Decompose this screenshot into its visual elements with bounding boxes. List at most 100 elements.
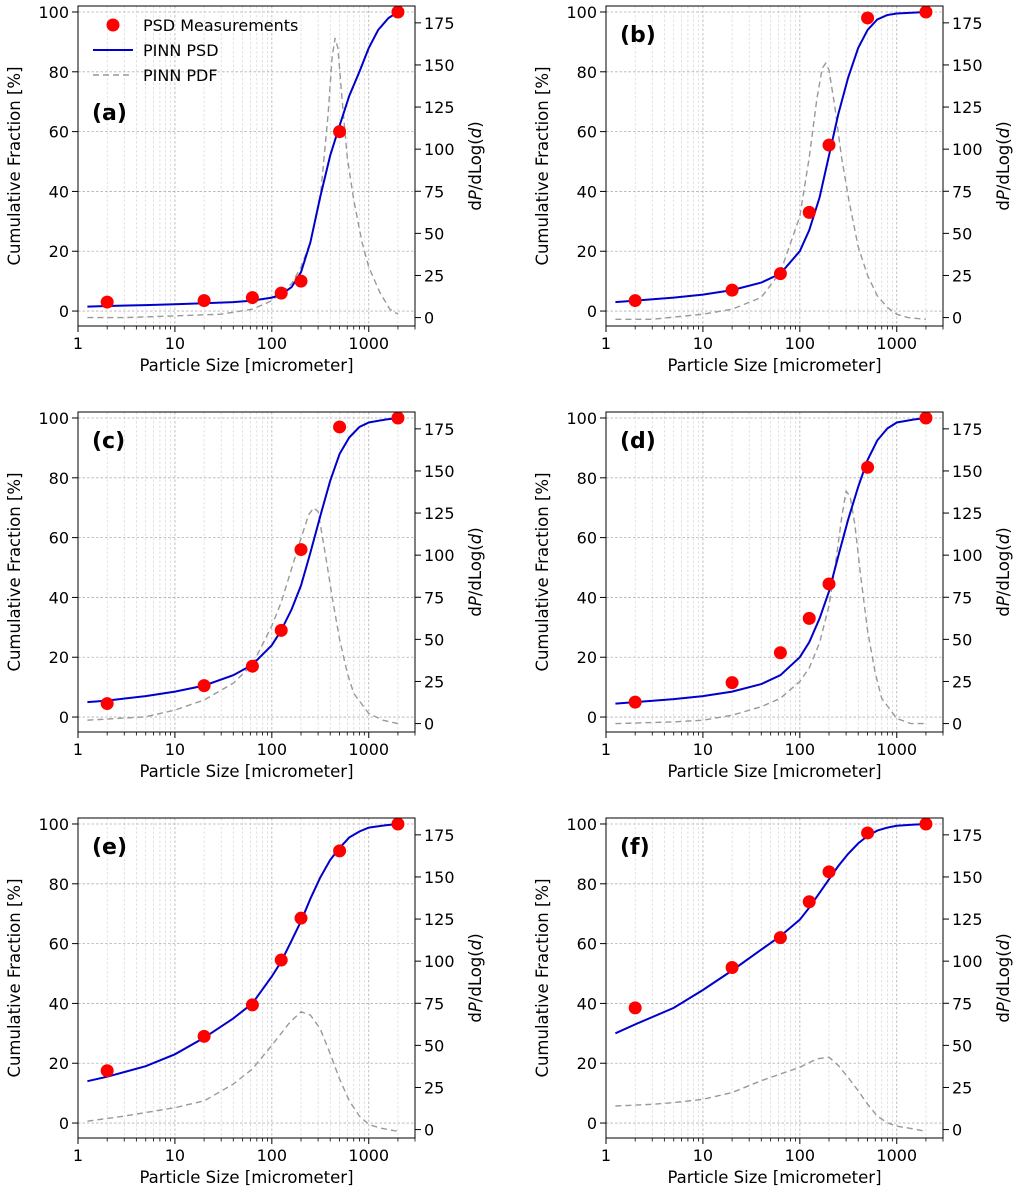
- measurement-point: [333, 844, 347, 858]
- x-tick-label: 1000: [348, 1146, 389, 1165]
- grid: [605, 6, 944, 326]
- x-tick-label: 10: [693, 1146, 713, 1165]
- x-axis-label: Particle Size [micrometer]: [139, 762, 353, 781]
- y-axis-label: Cumulative Fraction [%]: [5, 66, 24, 265]
- measurement-point: [274, 286, 288, 300]
- y2-axis-label-part: ): [466, 933, 485, 939]
- y-tick-label: 100: [38, 3, 69, 22]
- measurement-point: [802, 611, 816, 625]
- plot-area: [614, 823, 927, 1132]
- x-axis-label: Particle Size [micrometer]: [667, 1168, 881, 1187]
- measurement-point: [294, 274, 308, 288]
- y-axis-label: Cumulative Fraction [%]: [5, 472, 24, 671]
- chart-panel-a: 1 10 100 1000020406080100025507510012515017…: [5, 3, 485, 375]
- y2-axis-label-part: /dLog(: [994, 544, 1013, 596]
- x-tick-label: 100: [785, 1146, 816, 1165]
- y2-axis-label-part: d: [994, 127, 1013, 138]
- y2-axis-label-part: P: [994, 596, 1013, 606]
- legend-label-psd: PINN PSD: [143, 41, 219, 60]
- y2-tick-label: 125: [952, 98, 983, 117]
- y2-tick-label: 125: [424, 910, 455, 929]
- measurement-point: [822, 138, 836, 152]
- y2-axis-label-part: d: [466, 127, 485, 138]
- y-tick-label: 0: [59, 1114, 69, 1133]
- y2-axis-label-part: d: [994, 1012, 1013, 1022]
- y-tick-label: 80: [577, 63, 597, 82]
- y2-axis-label-part: P: [994, 1002, 1013, 1012]
- y-tick-label: 0: [587, 1114, 597, 1133]
- y2-axis-label-part: d: [994, 200, 1013, 210]
- y2-axis-label-part: ): [994, 121, 1013, 127]
- legend: PSD Measurements PINN PSD PINN PDF: [93, 16, 298, 85]
- measurement-point: [861, 11, 875, 25]
- y-axis-label: Cumulative Fraction [%]: [5, 878, 24, 1077]
- plot-frame: [605, 411, 944, 733]
- measurement-point: [391, 5, 405, 19]
- y2-axis-label-part: d: [994, 533, 1013, 544]
- y2-tick-label: 0: [952, 1121, 962, 1140]
- pinn-psd-line: [87, 417, 399, 704]
- grid: [77, 412, 416, 732]
- y2-tick-label: 100: [952, 140, 983, 159]
- plot-area: [87, 417, 399, 725]
- pinn-pdf-line: [615, 61, 926, 320]
- y-tick-label: 100: [566, 3, 597, 22]
- x-tick-label: 100: [785, 740, 816, 759]
- y2-tick-label: 0: [424, 309, 434, 328]
- x-tick-label: 1: [73, 740, 83, 759]
- measurement-point: [773, 646, 787, 660]
- y2-tick-label: 125: [424, 98, 455, 117]
- plot-frame: [605, 5, 944, 327]
- y2-tick-label: 50: [952, 1036, 972, 1055]
- plot-frame: [77, 5, 416, 327]
- y2-tick-label: 0: [952, 309, 962, 328]
- y2-axis-label: dP/dLog(d): [994, 121, 1013, 210]
- y2-axis-label-part: d: [466, 533, 485, 544]
- y2-tick-label: 100: [424, 546, 455, 565]
- y2-tick-label: 75: [424, 588, 444, 607]
- measurement-point: [333, 420, 347, 434]
- measurement-point: [100, 1064, 114, 1078]
- y2-tick-label: 100: [952, 546, 983, 565]
- y-tick-label: 20: [49, 242, 69, 261]
- pinn-pdf-line: [87, 1010, 399, 1132]
- y-tick-label: 80: [577, 875, 597, 894]
- y-axis-label: Cumulative Fraction [%]: [533, 878, 552, 1077]
- y-tick-label: 60: [577, 935, 597, 954]
- measurement-point: [725, 283, 739, 297]
- x-tick-label: 10: [165, 334, 185, 353]
- pinn-pdf-line: [87, 507, 399, 725]
- y2-tick-label: 75: [952, 588, 972, 607]
- y2-tick-label: 25: [424, 266, 444, 285]
- x-tick-label: 100: [257, 1146, 288, 1165]
- x-tick-label: 1: [601, 334, 611, 353]
- x-tick-label: 1000: [348, 740, 389, 759]
- panel-label: (f): [620, 835, 650, 860]
- y-tick-label: 20: [577, 1054, 597, 1073]
- y2-axis-label-part: P: [466, 190, 485, 200]
- x-tick-label: 100: [785, 334, 816, 353]
- y-tick-label: 40: [49, 182, 69, 201]
- x-tick-label: 1000: [876, 1146, 917, 1165]
- y2-axis-label-part: /dLog(: [994, 138, 1013, 190]
- y2-axis-label-part: d: [466, 606, 485, 616]
- x-tick-label: 100: [257, 334, 288, 353]
- pinn-psd-line: [87, 823, 398, 1083]
- measurement-point: [245, 291, 259, 305]
- pinn-psd-line: [614, 823, 926, 1035]
- measurement-point: [274, 953, 288, 967]
- measurement-point: [294, 543, 308, 557]
- chart-panel-c: 1 10 100 1000020406080100025507510012515017…: [5, 409, 485, 781]
- y2-axis-label-part: P: [466, 1002, 485, 1012]
- pinn-psd-line: [615, 11, 926, 304]
- y2-tick-label: 0: [424, 1121, 434, 1140]
- y-tick-label: 60: [577, 529, 597, 548]
- measurement-point: [197, 679, 211, 693]
- y-tick-label: 80: [49, 469, 69, 488]
- y2-axis-label: dP/dLog(d): [994, 527, 1013, 616]
- plot-area: [87, 11, 399, 319]
- y-tick-label: 0: [587, 302, 597, 321]
- y-tick-label: 20: [577, 648, 597, 667]
- panel-label: (a): [92, 101, 127, 126]
